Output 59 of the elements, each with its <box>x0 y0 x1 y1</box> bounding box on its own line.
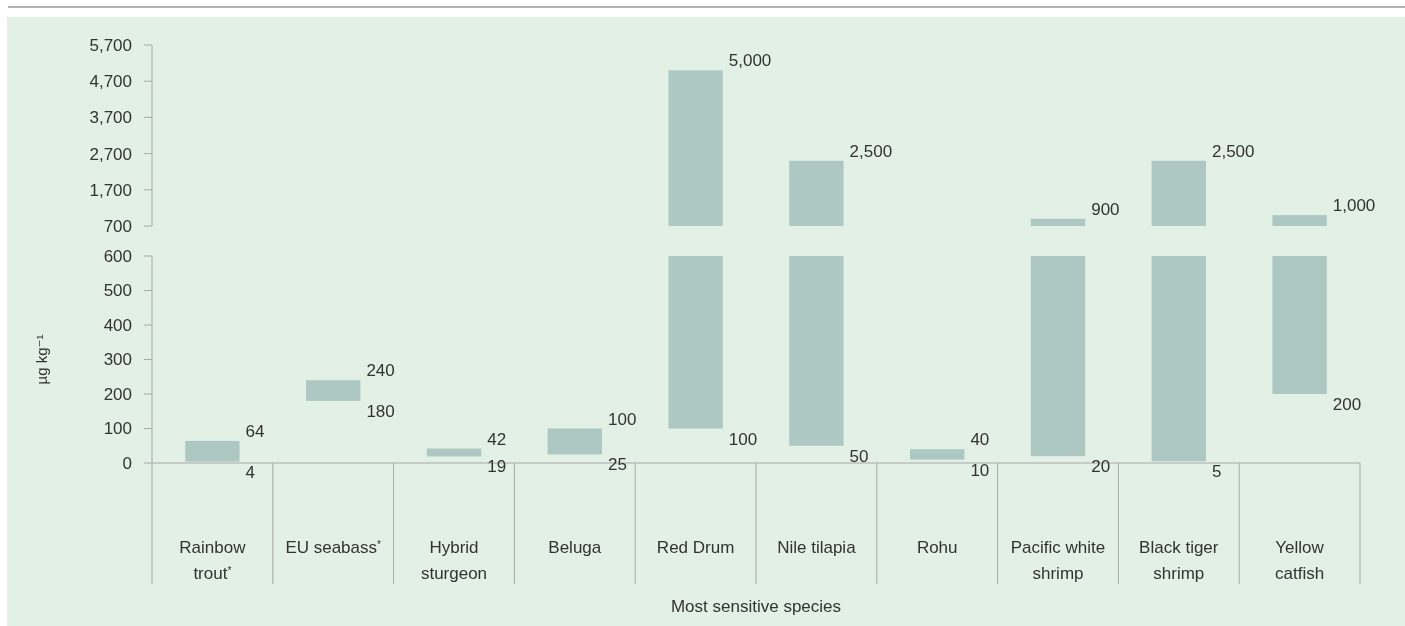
bar <box>668 256 723 429</box>
y-tick-label: 300 <box>103 350 132 370</box>
y-tick-label: 4,700 <box>89 72 132 92</box>
y-tick-label: 1,700 <box>89 180 132 200</box>
y-axis-title: µg kg⁻¹ <box>33 334 50 385</box>
x-tick-label: Hybrid sturgeon <box>420 538 488 583</box>
bar <box>789 160 844 226</box>
bar <box>1151 256 1206 462</box>
x-tick-label: Nile tilapia <box>777 538 857 557</box>
annotation: 10 <box>970 460 990 480</box>
y-tick-label: 0 <box>122 453 132 473</box>
annotation: 2,500 <box>1211 141 1255 161</box>
y-tick-label: 600 <box>103 246 132 266</box>
annotation: 240 <box>366 361 395 381</box>
x-axis-title: Most sensitive species <box>670 597 842 616</box>
x-tick-label: Beluga <box>548 538 602 557</box>
bar <box>306 380 361 401</box>
y-tick-label: 5,700 <box>89 35 132 55</box>
y-tick-label: 400 <box>103 315 132 335</box>
annotation: 900 <box>1091 199 1120 219</box>
annotation: 1,000 <box>1332 196 1376 216</box>
bar <box>910 449 965 460</box>
bar <box>1030 218 1086 226</box>
annotation: 50 <box>849 446 869 466</box>
x-tick-label: Rohu <box>916 538 958 557</box>
y-tick-label: 3,700 <box>89 108 132 128</box>
bar <box>1272 256 1327 394</box>
bar <box>1151 160 1206 226</box>
x-tick-label: EU seabass$^{*}$ <box>285 538 382 557</box>
y-tick-label: 200 <box>103 384 132 404</box>
x-tick-label: Pacific white shrimp <box>1010 538 1106 583</box>
y-tick-label: 700 <box>103 216 132 236</box>
x-tick-label: Black tiger shrimp <box>1139 538 1219 583</box>
annotation: 100 <box>607 409 637 429</box>
annotation: 25 <box>607 455 627 475</box>
annotation: 19 <box>487 457 507 477</box>
y-tick-label: 100 <box>103 419 132 439</box>
annotation: 20 <box>1091 457 1111 477</box>
annotation: 40 <box>970 430 990 450</box>
x-tick-label: Red Drum <box>656 538 735 557</box>
annotation: 5 <box>1211 462 1222 482</box>
bar <box>668 70 723 226</box>
annotation: 180 <box>366 401 395 421</box>
y-tick-label: 2,700 <box>89 144 132 164</box>
annotation: 64 <box>245 421 265 441</box>
bar <box>1030 256 1086 457</box>
annotation: 4 <box>245 462 256 482</box>
annotation: 2,500 <box>849 141 893 161</box>
bar <box>1272 215 1327 226</box>
annotation: 100 <box>728 429 758 449</box>
x-tick-label: Yellow catfish <box>1275 538 1325 583</box>
annotation: 5,000 <box>728 51 772 71</box>
bar <box>185 440 240 462</box>
x-tick-label: Rainbow trout$^{*}$ <box>179 538 247 583</box>
annotation: 42 <box>487 429 507 449</box>
y-tick-label: 500 <box>103 281 132 301</box>
annotation: 200 <box>1332 395 1362 414</box>
bar <box>789 256 844 446</box>
bar <box>547 428 602 455</box>
